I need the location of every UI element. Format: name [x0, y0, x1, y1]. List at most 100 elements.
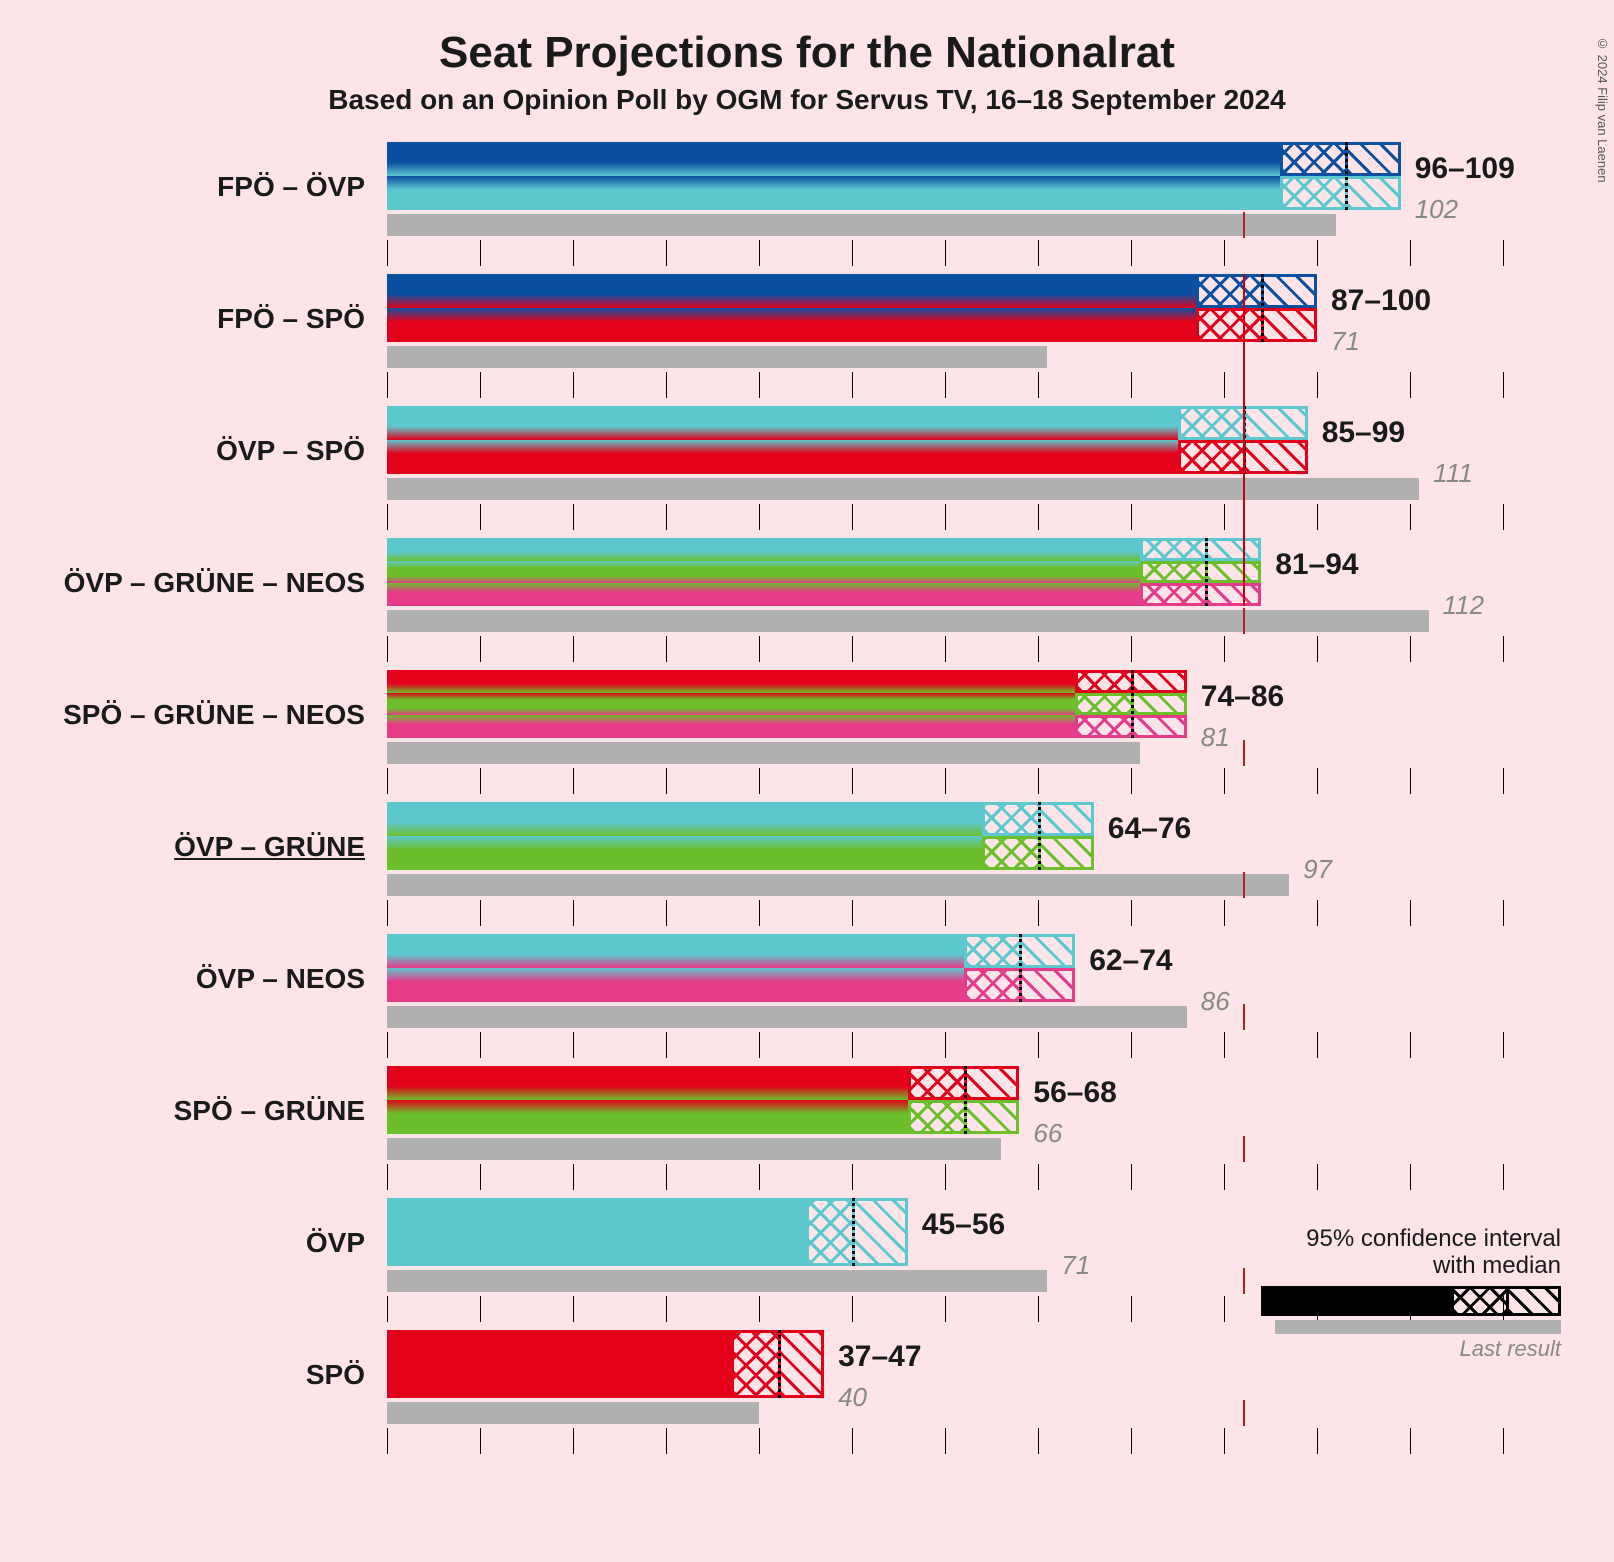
grid-tick — [1224, 900, 1225, 926]
grid-tick — [480, 504, 481, 530]
grid-tick — [1503, 636, 1504, 662]
grid-tick — [852, 900, 853, 926]
grid-tick — [1317, 504, 1318, 530]
grid-tick — [852, 768, 853, 794]
grid-tick — [759, 1032, 760, 1058]
ci-upper-hatch — [1205, 538, 1261, 561]
majority-tick — [1243, 212, 1245, 238]
grid-tick — [1038, 636, 1039, 662]
ci-lower-hatch — [982, 836, 1038, 870]
median-line — [1345, 142, 1348, 210]
last-value: 102 — [1415, 194, 1458, 225]
coalition-label: FPÖ – SPÖ — [27, 274, 385, 364]
grid-tick — [1038, 768, 1039, 794]
last-value: 112 — [1443, 590, 1484, 621]
grid-tick — [945, 1032, 946, 1058]
projection-bar — [387, 538, 1140, 606]
grid-tick — [387, 1032, 388, 1058]
ci-upper-hatch — [1205, 561, 1261, 584]
grid-tick — [573, 1296, 574, 1322]
projection-bar — [387, 1330, 731, 1398]
ci-lower-hatch — [1196, 308, 1261, 342]
grid-tick — [1038, 1164, 1039, 1190]
grid-tick — [387, 768, 388, 794]
grid-tick — [852, 504, 853, 530]
grid-tick — [1410, 1032, 1411, 1058]
grid-tick — [387, 900, 388, 926]
ci-upper-hatch — [1131, 693, 1187, 716]
coalition-label: FPÖ – ÖVP — [27, 142, 385, 232]
ci-lower-hatch — [1280, 142, 1345, 176]
grid-tick — [1410, 372, 1411, 398]
grid-tick — [1131, 1164, 1132, 1190]
grid-tick — [573, 1164, 574, 1190]
range-value: 74–86 — [1201, 680, 1284, 714]
grid-tick — [759, 240, 760, 266]
grid-tick — [1131, 1296, 1132, 1322]
coalition-row: ÖVP – SPÖ85–99111 — [27, 406, 1587, 538]
grid-tick — [1131, 768, 1132, 794]
grid-tick — [759, 504, 760, 530]
ci-lower-hatch — [1075, 715, 1131, 738]
grid-tick — [945, 372, 946, 398]
last-result-bar — [387, 214, 1336, 236]
majority-tick — [1243, 1136, 1245, 1162]
ci-lower-hatch — [1196, 274, 1261, 308]
last-result-bar — [387, 478, 1419, 500]
grid-tick — [852, 1428, 853, 1454]
median-line — [1131, 670, 1134, 738]
last-value: 40 — [838, 1382, 867, 1413]
ci-upper-hatch — [1038, 836, 1094, 870]
ci-upper-hatch — [1019, 968, 1075, 1002]
grid-tick — [1410, 1164, 1411, 1190]
ci-lower-hatch — [1140, 561, 1205, 584]
ci-lower-hatch — [908, 1066, 964, 1100]
range-value: 85–99 — [1322, 416, 1405, 450]
ci-upper-hatch — [1345, 142, 1401, 176]
grid-tick — [759, 372, 760, 398]
grid-tick — [480, 1296, 481, 1322]
ci-upper-hatch — [1038, 802, 1094, 836]
ci-lower-hatch — [1075, 670, 1131, 693]
last-value: 71 — [1061, 1250, 1090, 1281]
ci-upper-hatch — [852, 1198, 908, 1266]
coalition-row: FPÖ – ÖVP96–109102 — [27, 142, 1587, 274]
grid-tick — [666, 1428, 667, 1454]
grid-tick — [1503, 1032, 1504, 1058]
coalition-label: SPÖ — [27, 1330, 385, 1420]
grid-tick — [1224, 1164, 1225, 1190]
majority-tick — [1243, 740, 1245, 766]
ci-lower-hatch — [1140, 583, 1205, 606]
grid-tick — [945, 768, 946, 794]
projection-bar — [387, 274, 1196, 342]
grid-tick — [852, 1032, 853, 1058]
grid-tick — [387, 636, 388, 662]
grid-tick — [573, 372, 574, 398]
grid-tick — [387, 372, 388, 398]
coalition-row: SPÖ – GRÜNE56–6866 — [27, 1066, 1587, 1198]
projection-bar — [387, 406, 1178, 474]
grid-tick — [666, 768, 667, 794]
projection-bar — [387, 802, 982, 870]
grid-tick — [1131, 900, 1132, 926]
chart-title: Seat Projections for the Nationalrat — [0, 28, 1614, 78]
grid-tick — [1317, 372, 1318, 398]
grid-tick — [480, 768, 481, 794]
grid-tick — [480, 1164, 481, 1190]
grid-tick — [852, 1164, 853, 1190]
grid-tick — [1503, 1428, 1504, 1454]
coalition-label: SPÖ – GRÜNE — [27, 1066, 385, 1156]
grid-tick — [852, 636, 853, 662]
grid-tick — [666, 1296, 667, 1322]
grid-tick — [1503, 768, 1504, 794]
projection-bar — [387, 1066, 908, 1134]
grid-tick — [759, 1164, 760, 1190]
grid-tick — [759, 636, 760, 662]
bar-zone — [387, 670, 1503, 788]
ci-lower-hatch — [1178, 440, 1243, 474]
grid-tick — [1503, 240, 1504, 266]
copyright-credit: © 2024 Filip van Laenen — [1595, 36, 1610, 183]
grid-tick — [1317, 768, 1318, 794]
chart-subtitle: Based on an Opinion Poll by OGM for Serv… — [0, 84, 1614, 116]
last-result-bar — [387, 610, 1429, 632]
